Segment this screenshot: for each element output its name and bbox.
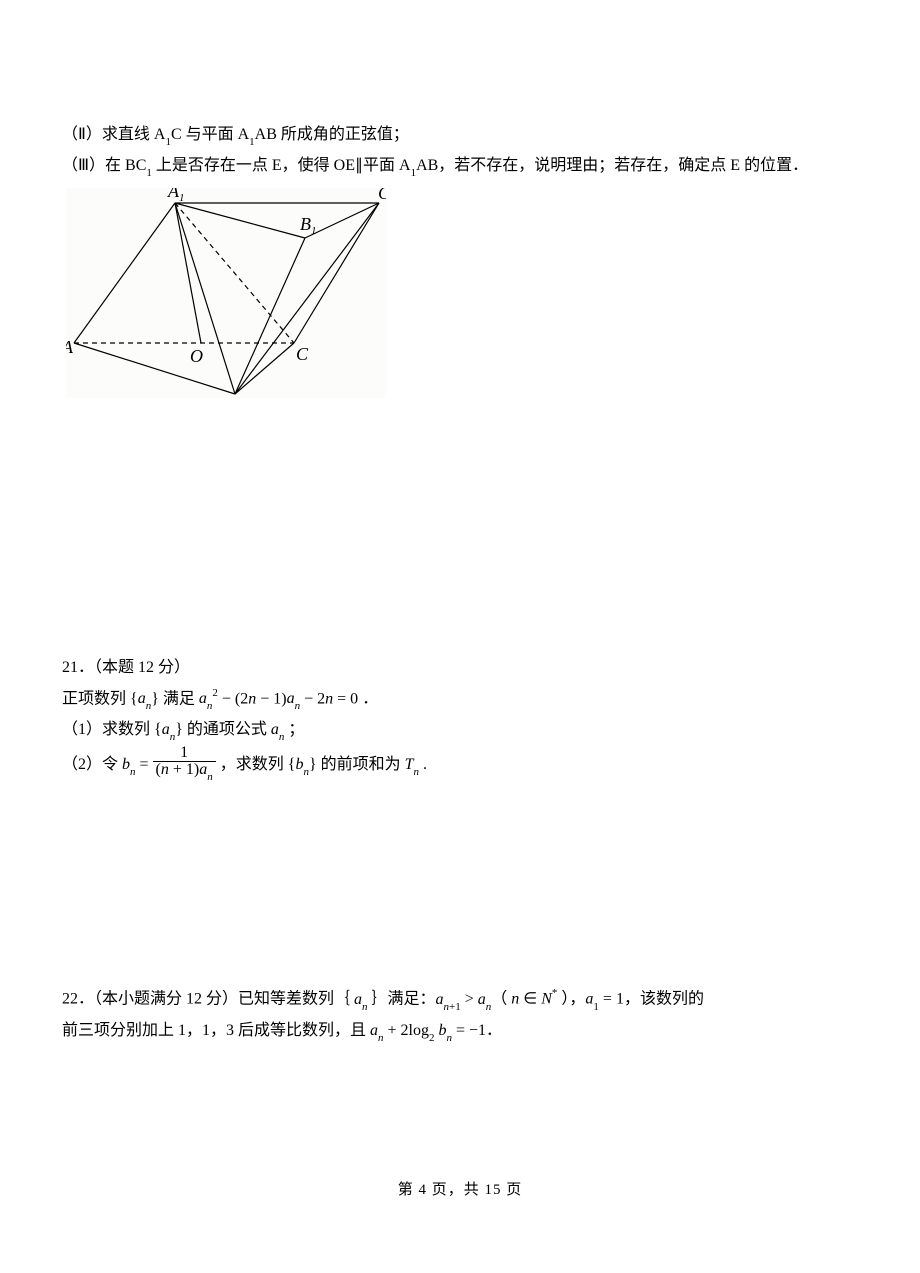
problem22-line1: 22．（本小题满分 12 分）已知等差数列｛ an ｝满足：an+1 > an（… <box>62 984 860 1015</box>
problem21-part2: （2）令 bn = 1 (n + 1)an ，求数列 {bn} 的前项和为 Tn… <box>62 746 860 784</box>
text: 的前项和为 <box>321 756 401 773</box>
problem22-line2: 前三项分别加上 1，1，3 后成等比数列，且 an + 2log2 bn = −… <box>62 1016 860 1047</box>
text: ． <box>362 690 378 707</box>
text: ； <box>288 721 304 738</box>
page: （Ⅱ）求直线 A1C 与平面 A1AB 所成角的正弦值； （Ⅲ）在 BC1 上是… <box>0 0 920 1273</box>
spacer <box>62 784 860 984</box>
text: ，求数列 <box>220 756 284 773</box>
problem21-header: 21．（本题 12 分） <box>62 653 860 683</box>
problem20-line-iii: （Ⅲ）在 BC1 上是否存在一点 E，使得 OE∥平面 A1AB，若不存在，说明… <box>62 151 860 182</box>
text: （1）求数列 <box>62 721 150 738</box>
svg-text:A: A <box>66 337 74 357</box>
svg-text:O: O <box>190 346 203 366</box>
problem21-part1: （1）求数列 {an} 的通项公式 an ； <box>62 715 860 746</box>
text: 满足 <box>163 690 195 707</box>
text: 的通项公式 <box>187 721 267 738</box>
problem21-line1: 正项数列 {an} 满足 an2 − (2n − 1)an − 2n = 0 ． <box>62 684 860 715</box>
svg-text:B: B <box>230 394 241 398</box>
fraction-num: 1 <box>180 744 188 761</box>
page-footer: 第 4 页，共 15 页 <box>0 1178 920 1199</box>
text: . <box>423 756 427 773</box>
svg-text:C: C <box>296 344 309 364</box>
problem20-line-ii: （Ⅱ）求直线 A1C 与平面 A1AB 所成角的正弦值； <box>62 120 860 151</box>
text: 正项数列 <box>62 690 126 707</box>
spacer <box>62 403 860 653</box>
geometry-figure: ABCOA1B1C1 <box>66 188 386 398</box>
problem20-diagram: ABCOA1B1C1 <box>66 188 860 403</box>
text: （2）令 <box>62 756 118 773</box>
